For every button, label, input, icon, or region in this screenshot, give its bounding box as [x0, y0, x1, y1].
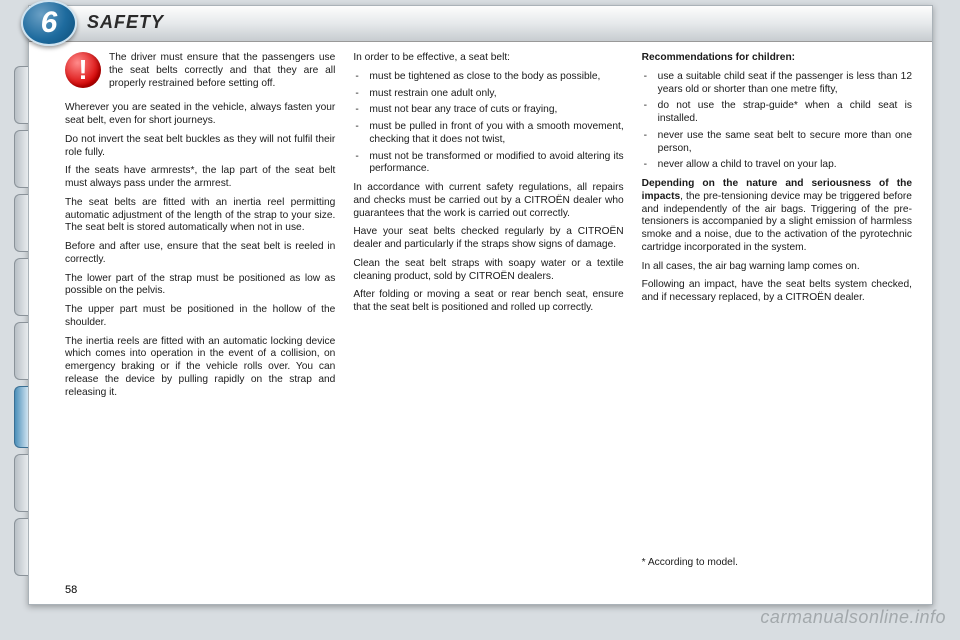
list-item: never use the same seat belt to secure m…	[642, 130, 912, 156]
side-tabs	[14, 66, 28, 582]
body-text: Depending on the nature and se­riousness…	[642, 178, 912, 255]
list-item: do not use the strap-guide* when a child…	[642, 100, 912, 126]
body-text: In accordance with current safety regula…	[353, 182, 623, 220]
body-text: After folding or moving a seat or rear b…	[353, 289, 623, 315]
chapter-number-badge: 6	[21, 0, 77, 46]
page-content: ! The driver must ensure that the passen…	[65, 52, 912, 576]
list-item: use a suitable child seat if the pas­sen…	[642, 71, 912, 97]
watermark: carmanualsonline.info	[760, 607, 946, 628]
body-text: The lower part of the strap must be posi…	[65, 273, 335, 299]
children-heading: Recommendations for children:	[642, 52, 912, 65]
side-tab	[14, 518, 28, 576]
body-text: Do not invert the seat belt buckles as t…	[65, 134, 335, 160]
chapter-title: SAFETY	[87, 12, 164, 33]
list-item: must not bear any trace of cuts or frayi…	[353, 104, 623, 117]
body-text: The seat belts are fitted with an in­ert…	[65, 197, 335, 235]
column-2: In order to be effective, a seat belt: m…	[353, 52, 623, 576]
impacts-body: , the pre-tensioning device may be trigg…	[642, 191, 912, 253]
body-text: Following an impact, have the seat belts…	[642, 279, 912, 305]
seatbelt-rules-list: must be tightened as close to the body a…	[353, 71, 623, 176]
list-item: never allow a child to travel on your la…	[642, 159, 912, 172]
body-text: Clean the seat belt straps with soapy wa…	[353, 258, 623, 284]
list-item: must not be transformed or modi­fied to …	[353, 151, 623, 177]
list-lead: In order to be effective, a seat belt:	[353, 52, 623, 65]
side-tab	[14, 454, 28, 512]
side-tab	[14, 66, 28, 124]
side-tab	[14, 258, 28, 316]
body-text: The upper part must be positioned in the…	[65, 304, 335, 330]
page-header: 6 SAFETY	[29, 6, 932, 42]
manual-page: 6 SAFETY ! The driver must ensure that t…	[28, 5, 933, 605]
body-text: Wherever you are seated in the ve­hicle,…	[65, 102, 335, 128]
list-item: must restrain one adult only,	[353, 88, 623, 101]
children-rules-list: use a suitable child seat if the pas­sen…	[642, 71, 912, 172]
body-text: In all cases, the air bag warning lamp c…	[642, 261, 912, 274]
body-text: The inertia reels are fitted with an au­…	[65, 336, 335, 400]
side-tab	[14, 194, 28, 252]
footnote: * According to model.	[642, 557, 738, 570]
body-text: If the seats have armrests*, the lap par…	[65, 165, 335, 191]
page-number: 58	[65, 584, 77, 596]
body-text: Before and after use, ensure that the se…	[65, 241, 335, 267]
warning-icon: !	[65, 52, 101, 88]
intro-paragraph: The driver must ensure that the passenge…	[109, 52, 335, 90]
list-item: must be pulled in front of you with a sm…	[353, 121, 623, 147]
column-1: ! The driver must ensure that the passen…	[65, 52, 335, 576]
side-tab	[14, 322, 28, 380]
side-tab	[14, 130, 28, 188]
body-text: Have your seat belts checked regu­larly …	[353, 226, 623, 252]
list-item: must be tightened as close to the body a…	[353, 71, 623, 84]
column-3: Recommendations for children: use a suit…	[642, 52, 912, 576]
side-tab-active	[14, 386, 28, 448]
